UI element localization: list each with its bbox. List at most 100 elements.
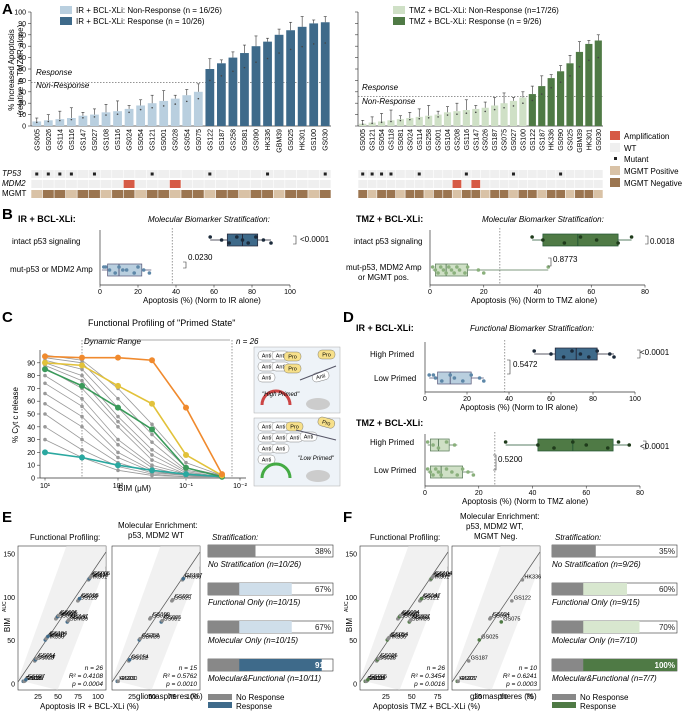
bar: [491, 105, 499, 126]
titration-curve: [44, 362, 223, 478]
titration-curve: [44, 357, 223, 476]
tp53-cell: [192, 170, 204, 178]
pill-label: Anti: [276, 354, 285, 360]
mdm2-cell: [424, 180, 434, 188]
y-tick-label: 70: [18, 44, 26, 51]
mdm2-cell: [192, 180, 204, 188]
box: [537, 438, 614, 452]
data-point: [477, 376, 482, 380]
data-point: [441, 268, 446, 272]
curve-point: [43, 425, 47, 429]
data-point: [433, 268, 438, 272]
x-tick-label: 60: [587, 289, 595, 296]
panel-letter-a: A: [2, 1, 13, 18]
mdm2-cell: [556, 180, 566, 188]
data-point: [605, 446, 610, 450]
bar: [396, 119, 404, 126]
sig-bracket: [493, 454, 497, 471]
stat-text: p = 0.0004: [71, 681, 103, 688]
mutant-mark: [208, 172, 212, 176]
bar: [425, 115, 433, 126]
panel-letter-e: E: [2, 509, 12, 526]
titration-curve: [44, 426, 222, 478]
bar: [462, 110, 470, 126]
category-label: GS027: [511, 129, 518, 151]
category-label: HK301: [300, 129, 307, 151]
curve-point: [80, 425, 84, 429]
x-tick-label: 80: [636, 490, 644, 497]
titration-curve: [44, 451, 223, 478]
category-label: GS090: [558, 129, 565, 151]
strat-label: Molecular&Functional (n=10/11): [208, 674, 321, 683]
strat-pct: 91%: [315, 661, 331, 670]
scatter-point-label: GS114: [92, 572, 109, 578]
p-value-b-left-1: <0.0001: [300, 235, 330, 244]
priming-schematic: AntiAntiAntiAntiAntiProProAntiProAntiAnt…: [253, 346, 341, 487]
curve-point: [183, 404, 189, 411]
pill-shape: [283, 351, 302, 362]
mgmt-cell: [215, 190, 227, 198]
scatter-point-label: GS090: [58, 613, 75, 619]
bar: [240, 53, 249, 126]
key-wt: WT: [624, 144, 637, 153]
category-label: GS122: [207, 129, 214, 151]
scatter-point-label: GS116: [25, 676, 42, 682]
scatter-point-label: GS026: [60, 610, 77, 616]
panel-letter-d: D: [343, 309, 354, 326]
panel-b-left-title: IR + BCL-XLi:: [18, 214, 76, 224]
curve-point: [150, 463, 154, 468]
mgmt-cell: [262, 190, 274, 198]
mdm2-cell: [169, 180, 181, 188]
scatter-point-label: GS030: [81, 594, 98, 600]
mdm2-cell: [593, 180, 603, 188]
data-point: [629, 235, 634, 239]
curve-point: [43, 373, 47, 378]
data-point: [471, 473, 476, 477]
stat-text: R² = 0.6241: [503, 673, 538, 680]
scatter-point-label: GS116: [367, 676, 384, 682]
replicate-point: [35, 121, 38, 124]
y-tick-label: 70: [27, 386, 35, 393]
scatter-point-label: GS024: [493, 612, 510, 618]
mdm2-cell: [181, 180, 193, 188]
panel-b-right-subtitle: Molecular Biomarker Stratification:: [482, 215, 604, 224]
scatter-point: [67, 617, 71, 622]
legend-ir-response: IR + BCL-XLi: Response (n = 10/26): [76, 17, 205, 26]
mdm2-cell: [499, 180, 509, 188]
data-point: [561, 355, 566, 359]
curve-point: [42, 366, 48, 373]
scatter-point-label: GS025: [368, 676, 385, 682]
category-label: GS025: [288, 129, 295, 151]
scatter-point-label: GS104: [50, 631, 67, 637]
y-tick-label: 60: [27, 399, 35, 406]
bar: [170, 98, 180, 126]
category-label: GS054: [138, 129, 145, 151]
mgmt-cell: [509, 190, 518, 198]
panel-f-ylabel: BIM: [345, 618, 354, 633]
legend-tmz-response: TMZ + BCL-XLi: Response (n = 9/26): [409, 17, 542, 26]
mgmt-cell: [204, 190, 216, 198]
replicate-point: [209, 79, 211, 82]
scatter-point: [181, 576, 186, 581]
scatter-point-label: GS005: [164, 615, 181, 621]
data-point: [444, 467, 449, 471]
mdm2-cell: [54, 180, 66, 188]
x-tick-label: 25: [128, 694, 136, 701]
panel-a-ylabel: % Increased Apoptosis: [7, 29, 16, 110]
mgmt-cell: [518, 190, 528, 198]
pill-label: Anti: [262, 354, 271, 360]
mgmt-cell: [433, 190, 443, 198]
bar-chart-tmz: GS005 GS121 GS054 GS118 GS081 GS024 GS114 GS258…: [355, 11, 603, 153]
scatter-point: [520, 578, 525, 582]
bar: [377, 121, 386, 126]
panel-d-title: Functional Biomarker Stratification:: [470, 324, 594, 333]
mdm2-cell: [527, 180, 537, 188]
y-tick-label: 100: [14, 10, 26, 17]
data-point: [595, 349, 599, 353]
category-label: GS147: [473, 129, 480, 151]
scatter-point-label: GBM39: [141, 634, 160, 640]
tp53-cell: [238, 170, 250, 178]
bar: [443, 112, 452, 126]
response-label-tmz: Response: [362, 83, 399, 92]
mutant-mark: [361, 172, 365, 176]
